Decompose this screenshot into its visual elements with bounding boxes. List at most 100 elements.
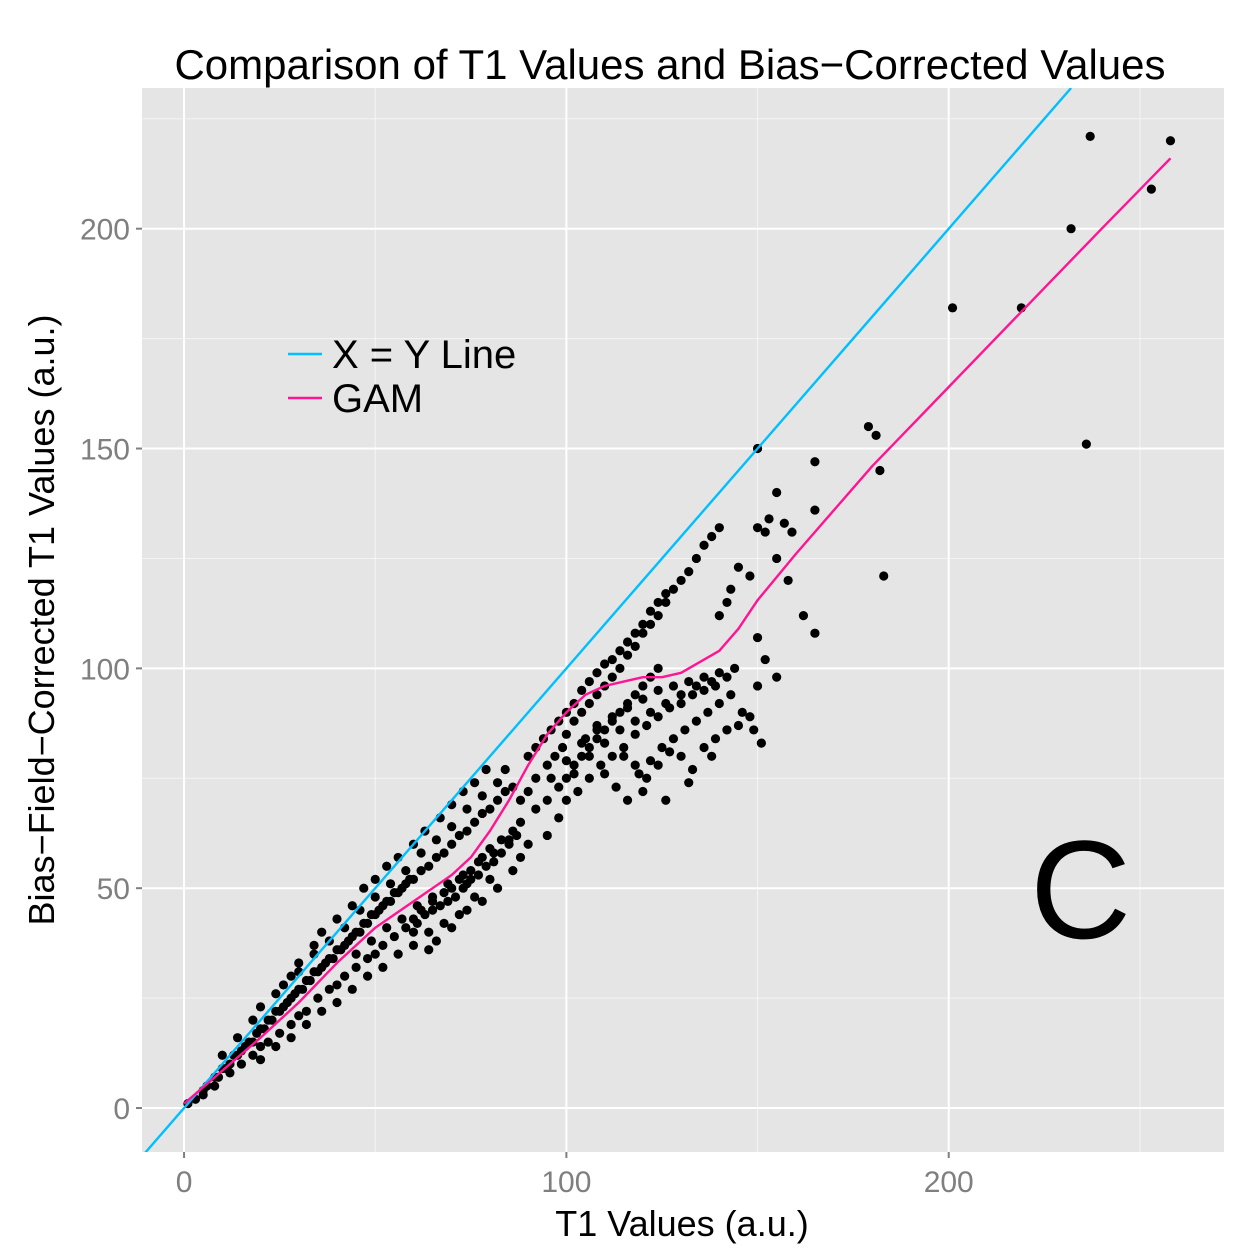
scatter-point [439,887,449,898]
scatter-point [561,756,571,766]
scatter-point [492,883,503,893]
scatter-point [630,628,640,638]
scatter-point [730,663,740,673]
scatter-point [362,971,373,981]
scatter-point [477,896,487,906]
scatter-point [317,927,327,937]
legend-label-xy-line: X = Y Line [332,333,516,377]
scatter-point [630,690,640,700]
scatter-point [523,751,533,761]
scatter-point [462,826,472,836]
scatter-point [726,690,736,700]
scatter-point [699,540,709,550]
scatter-point [619,751,629,761]
scatter-point [431,936,441,946]
scatter-point [340,971,350,981]
scatter-point [638,628,648,638]
y-tick-label: 0 [113,1093,130,1126]
scatter-point [691,681,701,691]
scatter-point [699,672,709,682]
scatter-point [592,734,602,744]
scatter-point [443,879,453,889]
scatter-point [294,958,304,968]
scatter-point [707,676,717,687]
scatter-point [592,668,602,678]
scatter-point [584,698,594,709]
scatter-point [722,672,732,682]
scatter-point [412,918,422,928]
scatter-point [584,751,594,761]
scatter-point [703,707,713,717]
scatter-point [271,1041,281,1052]
scatter-point [431,835,441,845]
y-tick-label: 150 [80,434,130,467]
scatter-point [577,707,587,717]
scatter-point [554,813,564,823]
scatter-point [615,725,625,735]
scatter-point [668,584,679,594]
scatter-point [420,909,430,920]
scatter-point [752,681,763,691]
scatter-point [638,694,648,704]
scatter-point [645,606,656,616]
scatter-point [305,975,315,986]
scatter-point [443,896,453,906]
scatter-point [515,817,526,827]
scatter-point [523,786,533,797]
scatter-point [470,892,480,902]
scatter-point [645,756,656,766]
scatter-point [500,786,510,797]
scatter-point [638,619,648,629]
scatter-point [1066,224,1076,234]
scatter-point [359,883,369,893]
scatter-point [286,1019,296,1030]
scatter-point [412,901,422,911]
scatter-point [408,927,419,937]
scatter-point [745,712,755,722]
x-axis-ticks: 0 100 200 [176,1152,974,1199]
scatter-point [317,1006,327,1016]
scatter-point [611,782,621,792]
scatter-point [600,738,610,748]
scatter-point [531,773,541,783]
identity-line [144,88,1073,1152]
legend: X = Y Line GAM [288,333,516,421]
scatter-point [286,971,296,981]
y-tick-label: 50 [97,873,130,906]
scatter-point [278,980,289,990]
scatter-point [554,782,564,792]
scatter-point [473,870,484,880]
scatter-point [684,567,694,577]
scatter-point [370,874,380,885]
scatter-point [275,1028,285,1038]
scatter-point [1085,131,1095,141]
scatter-point [584,773,594,783]
scatter-point [408,874,419,885]
scatter-point [500,764,510,775]
scatter-point [485,804,495,814]
scatter-point [680,725,690,735]
scatter-point [332,997,342,1008]
scatter-point [760,527,770,537]
scatter-point [255,1055,266,1065]
scatter-point [615,707,625,717]
plot-panel [142,88,1224,1152]
scatter-point [871,430,881,440]
scatter-point [362,953,373,964]
scatter-point [255,1002,266,1012]
scatter-point [665,747,675,757]
scatter-point [447,822,457,832]
scatter-point [267,1015,277,1025]
scatter-point [630,641,640,651]
scatter-point [542,830,552,841]
scatter-point [401,923,411,933]
scatter-point [531,804,541,814]
scatter-point [691,716,701,726]
scatter-point [232,1033,243,1043]
scatter-point [424,927,434,937]
scatter-point [645,707,656,717]
scatter-point [760,654,770,665]
scatter-point [481,861,491,871]
scatter-point [687,690,698,700]
scatter-point [542,795,552,805]
